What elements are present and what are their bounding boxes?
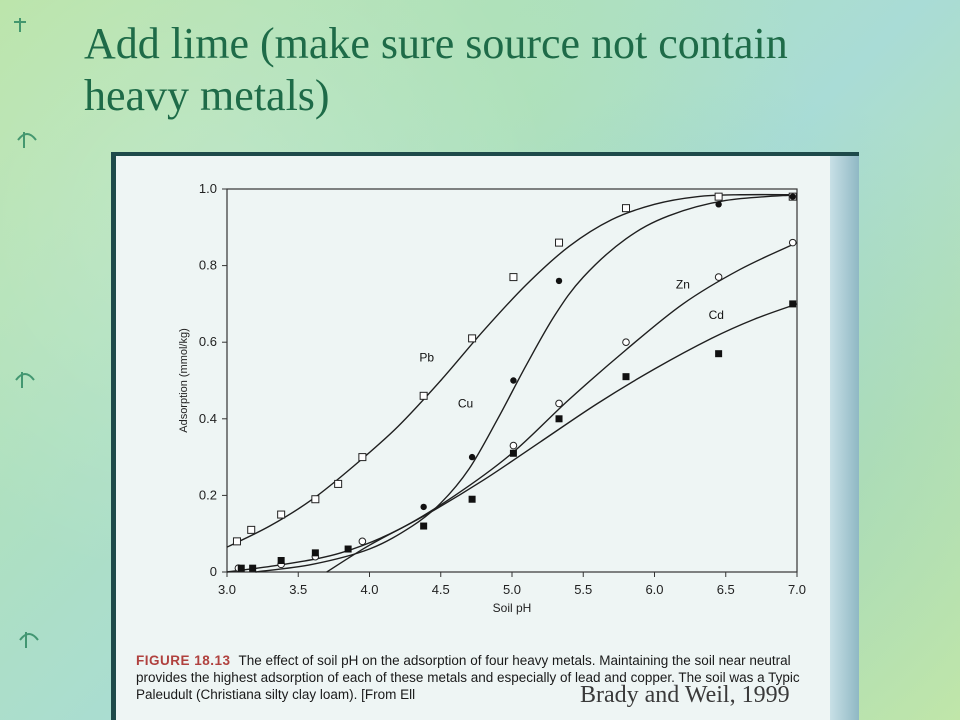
point-pb [358,453,367,462]
series-label-cd: Cd [709,308,724,322]
x-tick-label: 3.0 [218,582,236,597]
x-axis-label: Soil pH [493,601,532,615]
x-tick-label: 4.5 [432,582,450,597]
point-pb [247,525,256,534]
y-tick-label: 0.8 [199,258,217,273]
point-cd [344,545,352,553]
point-pb [277,510,286,519]
point-cd [715,350,723,358]
point-zn [509,441,518,450]
point-cd [311,549,319,557]
y-axis-label: Adsorption (mmol/kg) [178,328,190,433]
point-cd [249,564,257,572]
point-cd [237,564,245,572]
point-cd [420,522,428,530]
point-zn [358,537,367,546]
point-cu [789,193,796,200]
point-cu [715,201,722,208]
figure-caption: FIGURE 18.13 The effect of soil pH on the… [136,652,836,703]
curve-cd [326,303,798,573]
y-tick-label: 0 [210,564,217,579]
curve-cu [255,194,798,573]
slide-title: Add lime (make sure source not contain h… [84,19,788,120]
figure-caption-label: FIGURE 18.13 [136,653,231,668]
series-label-cu: Cu [458,396,473,410]
point-cd [277,557,285,565]
sidebar-ornaments [14,18,39,648]
y-tick-label: 0.6 [199,334,217,349]
point-cu [555,277,563,285]
figure-caption-text: The effect of soil pH on the adsorption … [136,653,800,702]
chart-markers [232,192,797,572]
x-tick-label: 7.0 [788,582,806,597]
x-tick-label: 4.0 [360,582,378,597]
y-tick-label: 1.0 [199,181,217,196]
y-tick-label: 0.2 [199,487,217,502]
point-pb [311,495,320,504]
y-tick-label: 0.4 [199,411,217,426]
curve-zn [226,241,798,573]
point-cu [468,453,476,461]
chart-axes: 3.0 3.5 4.0 4.5 5.0 5.5 6.0 6.5 7.0 0 0.2 0.4 0.6 0.8… [178,181,806,615]
x-tick-label: 5.0 [503,582,521,597]
point-cd [509,449,517,457]
chart-labels: Pb Cu Zn Cd [419,278,724,411]
point-zn [555,399,563,408]
point-cd [468,495,476,503]
point-cd [622,373,630,381]
point-pb [622,204,630,213]
point-pb [334,479,343,488]
source-credit: Brady and Weil, 1999 [580,682,790,708]
curve-pb [226,193,798,548]
point-zn [788,238,797,247]
series-label-zn: Zn [676,278,690,292]
point-pb [555,238,564,247]
x-tick-label: 6.0 [645,582,663,597]
x-tick-label: 5.5 [574,582,592,597]
point-pb [419,391,428,400]
point-pb [509,273,518,282]
point-cd [555,415,563,423]
point-pb [714,192,723,201]
x-tick-label: 6.5 [717,582,735,597]
x-tick-label: 3.5 [289,582,307,597]
point-pb [232,537,241,546]
point-pb [468,334,477,343]
series-label-pb: Pb [419,350,434,364]
figure-scan-area [116,156,830,720]
point-cd [789,300,797,308]
point-cu [510,377,517,384]
point-zn [714,273,723,281]
figure-edge-strip [830,156,859,720]
point-zn [622,338,630,347]
point-cu [420,503,427,511]
